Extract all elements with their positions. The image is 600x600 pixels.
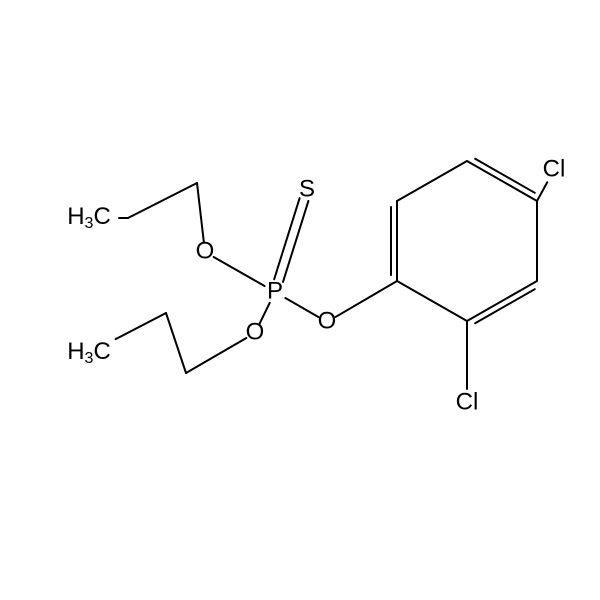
background bbox=[0, 0, 600, 600]
atom-label-o3: O bbox=[318, 307, 337, 334]
atom-label-p: P bbox=[267, 277, 283, 304]
atom-label-cl2: Cl bbox=[543, 155, 566, 182]
atom-label-o2: O bbox=[246, 318, 265, 345]
atom-label-cl1: Cl bbox=[456, 388, 479, 415]
atom-label-s: S bbox=[299, 175, 315, 202]
molecule-diagram: PSOOOH3CH3CClCl bbox=[0, 0, 600, 600]
atom-label-o1: O bbox=[196, 237, 215, 264]
